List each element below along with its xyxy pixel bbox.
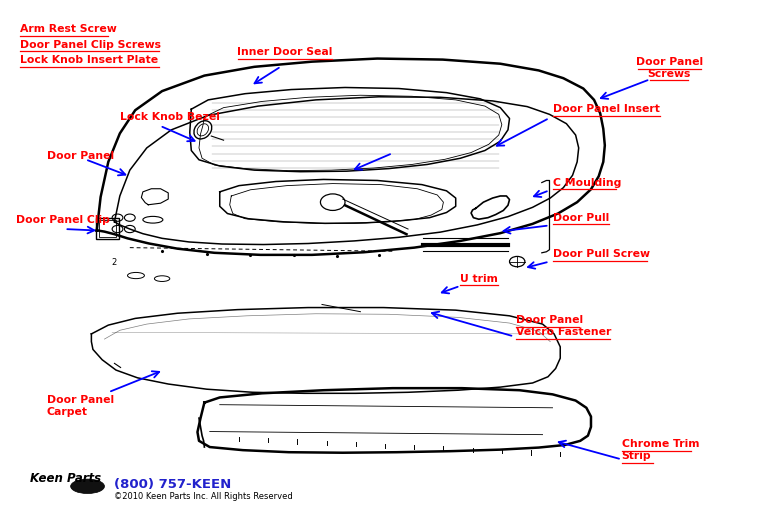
Text: Door Panel
Carpet: Door Panel Carpet [47, 395, 114, 418]
Text: C Moulding: C Moulding [553, 178, 621, 188]
Text: Door Panel Insert: Door Panel Insert [553, 104, 659, 114]
Text: Lock Knob Bezel: Lock Knob Bezel [120, 112, 219, 122]
Text: Door Panel
Screws: Door Panel Screws [636, 56, 703, 79]
Text: Inner Door Seal: Inner Door Seal [237, 47, 333, 57]
Text: 2: 2 [112, 258, 117, 267]
Text: Keen Parts: Keen Parts [30, 472, 101, 485]
Text: Arm Rest Screw: Arm Rest Screw [20, 24, 117, 34]
Text: Door Pull Screw: Door Pull Screw [553, 249, 650, 259]
Text: ©2010 Keen Parts Inc. All Rights Reserved: ©2010 Keen Parts Inc. All Rights Reserve… [115, 492, 293, 501]
Text: Door Panel Clip: Door Panel Clip [16, 215, 110, 225]
Text: U trim: U trim [460, 274, 498, 284]
Text: Chrome Trim
Strip: Chrome Trim Strip [621, 439, 699, 462]
Text: (800) 757-KEEN: (800) 757-KEEN [115, 478, 232, 491]
Ellipse shape [71, 479, 105, 494]
Text: Lock Knob Insert Plate: Lock Knob Insert Plate [20, 55, 158, 65]
Text: Door Panel Clip Screws: Door Panel Clip Screws [20, 39, 161, 50]
Text: Door Pull: Door Pull [553, 213, 609, 223]
Text: Door Panel: Door Panel [47, 151, 114, 161]
Text: Door Panel
Velcro Fastener: Door Panel Velcro Fastener [516, 315, 611, 337]
